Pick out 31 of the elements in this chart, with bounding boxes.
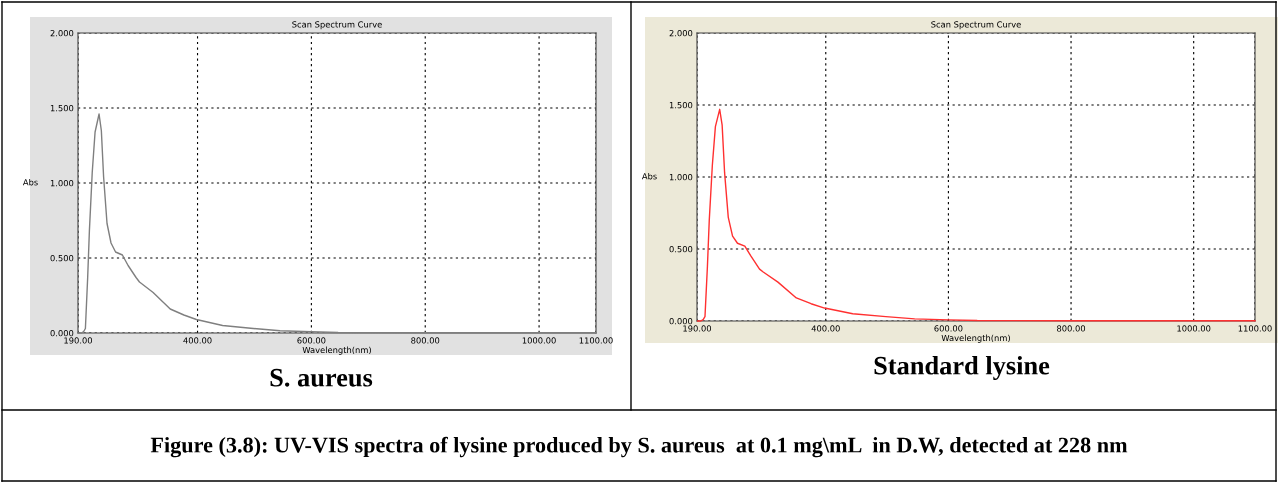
y-tick-label: 0.500 [669,245,693,253]
y-axis-title: Abs [641,172,657,180]
x-tick-label: 600.00 [934,325,963,332]
text: Standard lysine [874,356,1050,380]
y-tick-label: 0.000 [50,329,74,337]
y-tick-label: 0.500 [50,254,74,262]
x-tick-label: 1100.00 [1238,325,1272,332]
x-tick-label: 400.00 [183,337,212,344]
x-tick-label: 190.00 [683,325,712,332]
x-tick-label: 1000.00 [522,337,556,344]
x-tick-label: 800.00 [1057,325,1086,332]
text: S. aureus [270,368,373,387]
chart-title: Scan Spectrum Curve [931,21,1021,30]
y-tick-label: 1.500 [50,104,74,112]
x-axis-title: Wavelength(nm) [302,346,371,355]
y-tick-label: 2.000 [50,29,74,37]
x-tick-label: 600.00 [297,337,326,344]
x-axis-title: Wavelength(nm) [941,334,1010,343]
chart-title: Scan Spectrum Curve [292,21,382,30]
y-tick-label: 2.000 [669,29,693,37]
x-tick-label: 800.00 [411,337,440,344]
text: Figure (3.8): UV-VIS spectra of lysine produced by S. aureus at 0.1 mg\mL in D.W, detected at 228 nm [150,436,1128,458]
y-tick-label: 0.000 [669,317,693,325]
x-tick-label: 400.00 [811,325,840,332]
x-tick-label: 1000.00 [1177,325,1211,332]
x-tick-label: 190.00 [64,337,93,344]
x-tick-label: 1100.00 [579,337,613,344]
y-tick-label: 1.000 [50,179,74,187]
y-axis-title: Abs [22,178,38,186]
y-tick-label: 1.500 [669,101,693,109]
y-tick-label: 1.000 [669,173,693,181]
